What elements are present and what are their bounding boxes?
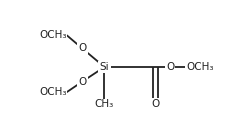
Text: OCH₃: OCH₃ (186, 62, 214, 72)
Text: O: O (78, 77, 86, 87)
Text: O: O (152, 99, 160, 109)
Text: O: O (166, 62, 174, 72)
Text: Si: Si (100, 62, 109, 72)
Text: OCH₃: OCH₃ (39, 87, 67, 97)
Text: CH₃: CH₃ (95, 99, 114, 109)
Text: O: O (78, 43, 86, 53)
Text: OCH₃: OCH₃ (39, 30, 67, 40)
